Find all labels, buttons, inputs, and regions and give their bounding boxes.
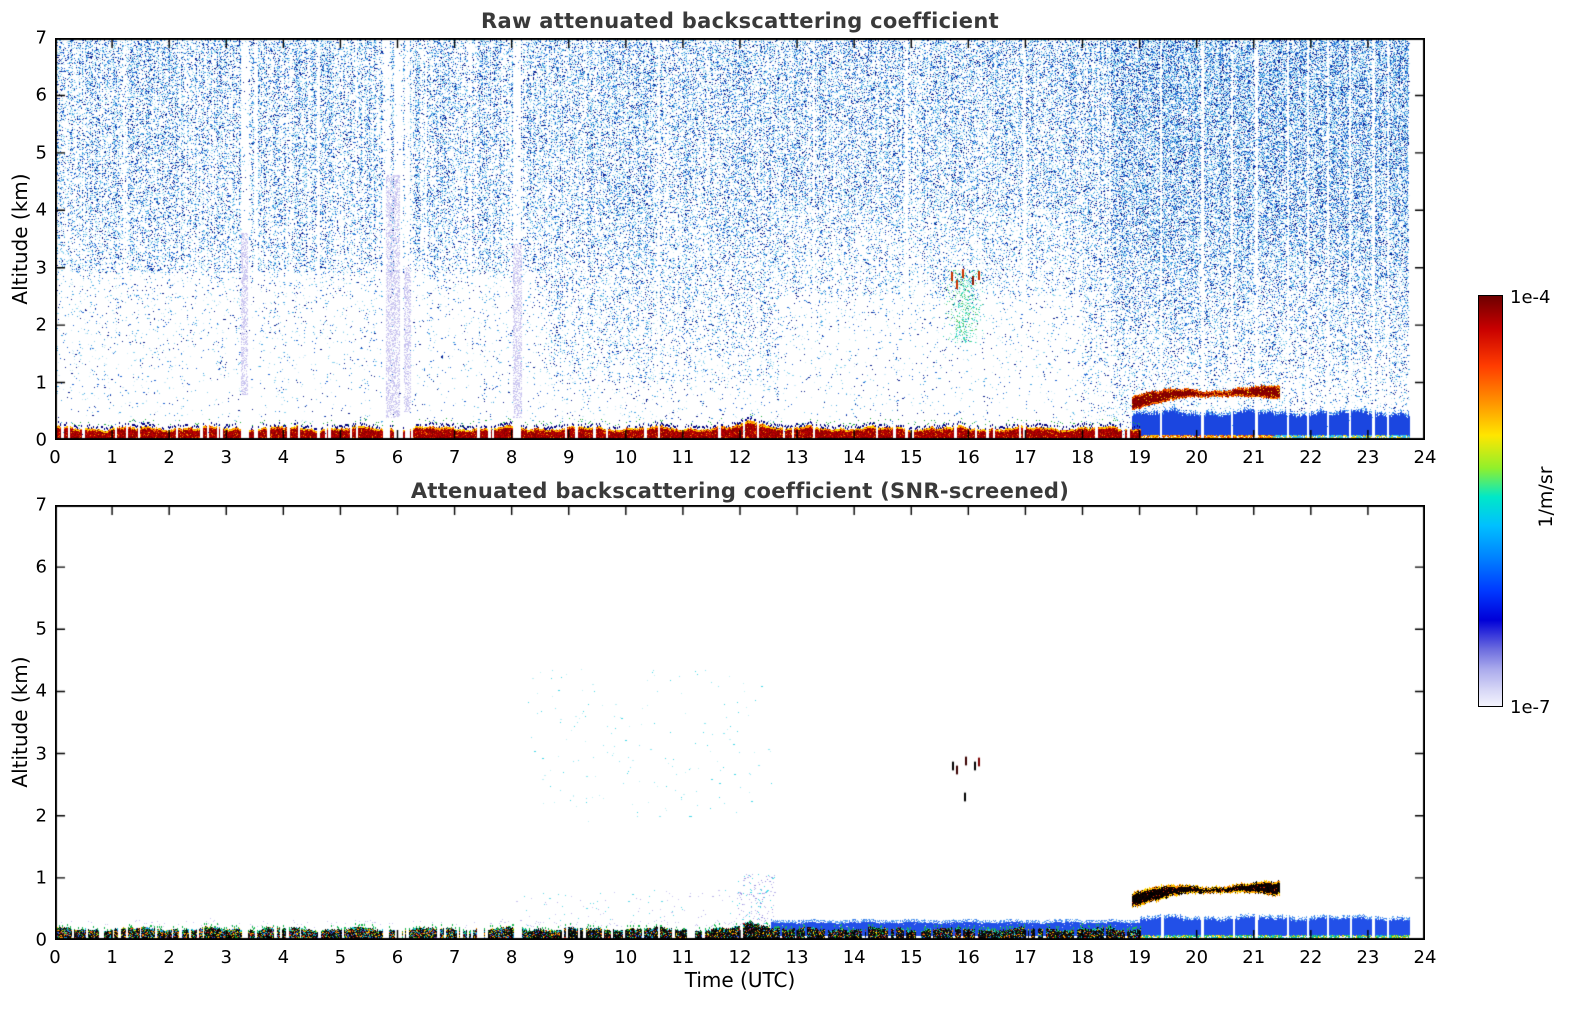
x-tick-label: 13 xyxy=(785,947,809,968)
y-tick-label: 1 xyxy=(35,372,47,394)
raw-panel-title: Raw attenuated backscattering coefficien… xyxy=(481,9,999,33)
y-tick-label: 0 xyxy=(35,429,47,451)
x-tick-label: 22 xyxy=(1299,947,1323,968)
x-tick-label: 4 xyxy=(277,947,290,968)
raw-panel-y-axis-label: Altitude (km) xyxy=(8,173,32,305)
x-tick-label: 0 xyxy=(49,447,61,468)
x-tick-label: 15 xyxy=(899,447,923,468)
x-tick-label: 22 xyxy=(1299,447,1323,468)
y-tick-label: 5 xyxy=(35,618,47,640)
y-tick-label: 4 xyxy=(35,680,47,702)
x-tick-label: 17 xyxy=(1013,447,1037,468)
x-tick-label: 23 xyxy=(1356,947,1380,968)
screened-panel-title: Attenuated backscattering coefficient (S… xyxy=(410,479,1070,503)
y-tick-label: 2 xyxy=(35,314,47,336)
x-tick-label: 8 xyxy=(505,447,518,468)
x-tick-label: 14 xyxy=(842,447,866,468)
y-tick-label: 7 xyxy=(35,27,47,49)
x-tick-label: 1 xyxy=(106,447,118,468)
x-tick-label: 19 xyxy=(1128,447,1152,468)
y-tick-label: 3 xyxy=(35,743,47,765)
x-tick-label: 5 xyxy=(334,447,347,468)
x-tick-label: 7 xyxy=(448,447,461,468)
x-tick-label: 3 xyxy=(220,447,232,468)
x-tick-label: 6 xyxy=(391,947,404,968)
y-tick-label: 2 xyxy=(35,805,47,827)
x-tick-label: 12 xyxy=(728,947,752,968)
x-tick-label: 2 xyxy=(163,947,175,968)
x-tick-label: 10 xyxy=(614,447,638,468)
y-tick-label: 5 xyxy=(35,142,47,164)
x-tick-label: 3 xyxy=(220,947,232,968)
x-tick-label: 20 xyxy=(1185,947,1209,968)
y-tick-label: 3 xyxy=(35,257,47,279)
x-tick-label: 5 xyxy=(334,947,347,968)
x-tick-label: 4 xyxy=(277,447,290,468)
y-tick-label: 0 xyxy=(35,929,47,951)
x-tick-label: 0 xyxy=(49,947,61,968)
x-tick-label: 9 xyxy=(563,947,575,968)
raw-backscatter-heatmap xyxy=(55,38,1425,440)
x-tick-label: 24 xyxy=(1413,447,1437,468)
x-tick-label: 2 xyxy=(163,447,175,468)
y-tick-label: 7 xyxy=(35,494,47,516)
x-tick-label: 17 xyxy=(1013,947,1037,968)
x-tick-label: 9 xyxy=(563,447,575,468)
colorbar xyxy=(1478,295,1503,707)
x-tick-label: 18 xyxy=(1071,447,1094,468)
screened-panel-y-axis-label: Altitude (km) xyxy=(8,656,32,788)
x-tick-label: 12 xyxy=(728,447,752,468)
x-tick-label: 16 xyxy=(956,947,980,968)
y-tick-label: 4 xyxy=(35,199,47,221)
x-tick-label: 21 xyxy=(1242,947,1266,968)
x-tick-label: 15 xyxy=(899,947,923,968)
y-tick-label: 6 xyxy=(35,84,47,106)
x-tick-label: 24 xyxy=(1413,947,1437,968)
x-tick-label: 6 xyxy=(391,447,404,468)
x-tick-label: 20 xyxy=(1185,447,1209,468)
y-tick-label: 1 xyxy=(35,867,47,889)
x-axis-label: Time (UTC) xyxy=(684,968,796,992)
x-tick-label: 14 xyxy=(842,947,866,968)
x-tick-label: 19 xyxy=(1128,947,1152,968)
snr-screened-backscatter-heatmap xyxy=(55,505,1425,940)
colorbar-max-tick: 1e-4 xyxy=(1510,287,1551,308)
x-tick-label: 1 xyxy=(106,947,118,968)
x-tick-label: 11 xyxy=(671,447,695,468)
x-tick-label: 23 xyxy=(1356,447,1380,468)
x-tick-label: 8 xyxy=(505,947,518,968)
x-tick-label: 13 xyxy=(785,447,809,468)
x-tick-label: 11 xyxy=(671,947,695,968)
x-tick-label: 21 xyxy=(1242,447,1266,468)
x-tick-label: 16 xyxy=(956,447,980,468)
x-tick-label: 7 xyxy=(448,947,461,968)
x-tick-label: 18 xyxy=(1071,947,1094,968)
colorbar-unit-label: 1/m/sr xyxy=(1535,466,1557,528)
x-tick-label: 10 xyxy=(614,947,638,968)
colorbar-min-tick: 1e-7 xyxy=(1510,697,1551,718)
y-tick-label: 6 xyxy=(35,556,47,578)
